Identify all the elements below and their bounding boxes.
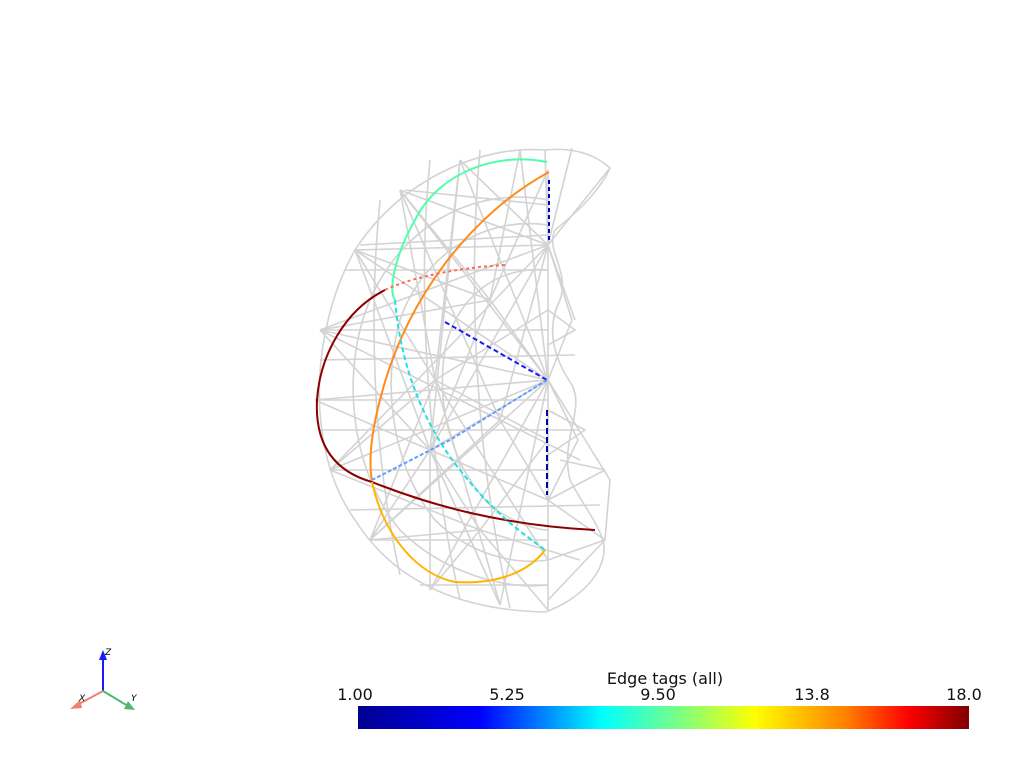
z-axis-label: Z (104, 648, 112, 658)
y-axis-arrowhead (124, 701, 135, 710)
colorbar-tick-label: 18.0 (946, 685, 982, 704)
colorbar-tick-label: 13.8 (794, 685, 830, 704)
colorbar-tick-label: 9.50 (640, 685, 676, 704)
edge-tag-lightblue-diagonal (371, 379, 548, 481)
edge-tag-orange-arc (369, 171, 550, 481)
colorbar-tick-label: 5.25 (489, 685, 525, 704)
y-axis-label: Y (131, 694, 138, 704)
wireframe-mesh (314, 147, 611, 613)
axes-triad: Z X Y (70, 648, 138, 710)
edge-tag-blue-diagonal (444, 321, 548, 381)
x-axis-label: X (78, 694, 86, 704)
edge-tag-yellow-arc (371, 481, 546, 584)
tagged-edges (315, 158, 596, 584)
z-axis-arrowhead (99, 650, 107, 660)
edge-tag-salmon-arc (384, 264, 506, 291)
edge-tag-cyan-green (391, 158, 548, 301)
edge-tag-cyan-arc (394, 299, 546, 551)
edge-tag-darkred-arc (315, 289, 596, 531)
colorbar-title: Edge tags (all) (606, 669, 724, 688)
colorbar-tick-label: 1.00 (337, 685, 373, 704)
x-axis-arrowhead (70, 700, 82, 709)
colorbar-gradient (358, 706, 969, 729)
